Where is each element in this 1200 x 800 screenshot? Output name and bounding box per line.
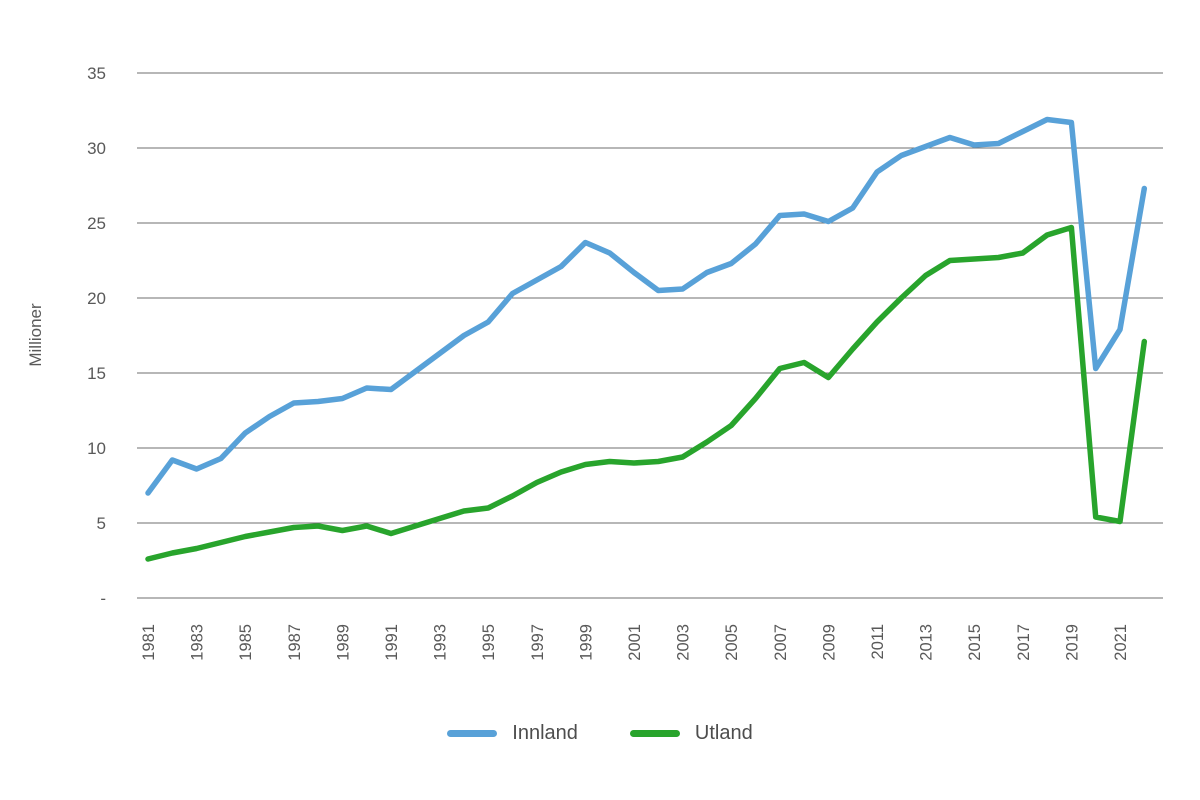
legend-item-innland[interactable]: Innland <box>447 722 578 745</box>
x-tick-label-2021: 2021 <box>1112 624 1130 661</box>
x-tick-label-2003: 2003 <box>675 624 693 661</box>
x-tick-label-1991: 1991 <box>383 624 401 661</box>
x-tick-label-1985: 1985 <box>237 624 255 661</box>
x-tick-label-2007: 2007 <box>772 624 790 661</box>
x-tick-label-1997: 1997 <box>529 624 547 661</box>
y-tick-label-35: 35 <box>87 64 106 83</box>
x-tick-label-1995: 1995 <box>480 624 498 661</box>
legend-label-utland: Utland <box>694 722 753 744</box>
series-line-innland <box>145 116 1148 496</box>
y-tick-label-30: 30 <box>87 139 106 158</box>
legend-swatch-utland <box>629 730 680 737</box>
x-tick-label-1993: 1993 <box>432 624 450 661</box>
y-tick-label-25: 25 <box>87 214 106 233</box>
x-tick-label-1989: 1989 <box>334 624 352 661</box>
x-tick-label-2017: 2017 <box>1015 624 1033 661</box>
x-tick-label-2009: 2009 <box>820 624 838 661</box>
legend-swatch-innland <box>447 730 498 737</box>
y-axis-title: Millioner <box>26 303 45 367</box>
x-tick-label-1983: 1983 <box>189 624 207 661</box>
gridlines <box>137 72 1163 599</box>
y-tick-label-10: 10 <box>87 439 106 458</box>
series-line-utland <box>145 224 1148 562</box>
legend-label-innland: Innland <box>512 722 578 744</box>
y-tick-label-20: 20 <box>87 289 106 308</box>
x-tick-label-2001: 2001 <box>626 624 644 661</box>
y-tick-label-5: 5 <box>97 514 106 533</box>
chart-legend: Innland Utland <box>0 722 1200 745</box>
x-tick-label-2011: 2011 <box>869 624 887 659</box>
legend-item-utland[interactable]: Utland <box>629 722 753 745</box>
x-tick-label-1987: 1987 <box>286 624 304 661</box>
x-tick-label-2015: 2015 <box>966 624 984 661</box>
y-tick-label-0: - <box>100 589 106 608</box>
x-tick-label-1981: 1981 <box>140 624 158 661</box>
y-tick-label-15: 15 <box>87 364 106 383</box>
x-tick-label-1999: 1999 <box>577 624 595 661</box>
x-axis-tick-labels: 1981 1983 1985 1987 1989 1991 1993 1995 1997 1999… <box>140 624 1130 661</box>
x-tick-label-2013: 2013 <box>918 624 936 661</box>
x-tick-label-2019: 2019 <box>1063 624 1081 661</box>
y-axis-tick-labels: - 5 10 15 20 25 30 35 <box>87 64 106 608</box>
x-tick-label-2005: 2005 <box>723 624 741 661</box>
